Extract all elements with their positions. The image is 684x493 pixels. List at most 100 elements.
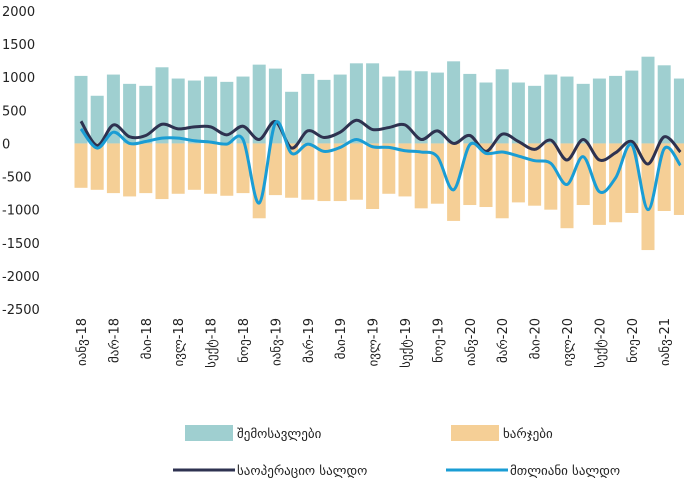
bar	[317, 79, 331, 144]
legend-swatch	[185, 425, 233, 441]
bar	[349, 143, 363, 200]
x-tick-label: სექტ-20	[593, 318, 608, 368]
bar	[317, 143, 331, 202]
y-tick-label: -2000	[2, 270, 40, 285]
bar	[544, 143, 558, 210]
y-tick-label: 500	[2, 104, 27, 119]
bar	[382, 76, 396, 144]
bar	[285, 143, 299, 198]
bar	[285, 91, 299, 144]
bar	[495, 69, 509, 144]
bar	[673, 78, 684, 144]
bar	[106, 143, 120, 194]
x-tick-label: ნოე-18	[237, 318, 252, 363]
bar	[673, 143, 684, 215]
bar	[90, 143, 104, 190]
bar	[236, 76, 250, 144]
bar	[220, 81, 234, 144]
bar	[576, 83, 590, 144]
bar	[609, 143, 623, 223]
bar	[657, 143, 671, 211]
bar	[268, 68, 282, 144]
line	[79, 120, 682, 212]
bar	[74, 143, 88, 188]
bar	[463, 143, 477, 206]
bar	[139, 143, 153, 194]
bar	[187, 143, 201, 190]
x-tick-label: სექტ-18	[205, 318, 220, 368]
x-tick-label: იანვ-20	[464, 318, 479, 366]
bar	[641, 143, 655, 251]
bar	[398, 70, 412, 144]
x-tick-label: მარ-20	[496, 318, 511, 363]
bar	[171, 143, 185, 194]
bar	[414, 143, 428, 209]
bar	[349, 63, 363, 144]
bar	[511, 143, 525, 203]
bar	[511, 82, 525, 144]
bar	[641, 56, 655, 144]
bar	[220, 143, 234, 196]
legend-label: მთლიანი სალდო	[510, 464, 620, 479]
x-tick-label: მაი-18	[140, 318, 155, 359]
x-tick-label: მაი-19	[334, 318, 349, 359]
bar	[268, 143, 282, 196]
bar	[479, 82, 493, 144]
x-tick-label: ნოე-20	[626, 318, 641, 363]
bar	[204, 76, 218, 144]
bar	[479, 143, 493, 208]
bar	[187, 80, 201, 144]
bar	[447, 61, 461, 144]
bar	[90, 95, 104, 144]
bar	[123, 83, 137, 144]
bar	[463, 73, 477, 144]
y-tick-label: 2000	[2, 5, 35, 20]
x-tick-label: მარ-18	[107, 318, 122, 363]
x-tick-label: იანვ-18	[75, 318, 90, 366]
bar	[398, 143, 412, 197]
bar	[544, 74, 558, 144]
bar	[592, 143, 606, 225]
bar	[528, 143, 542, 206]
legend-swatch	[451, 425, 499, 441]
bar	[447, 143, 461, 221]
bar	[576, 143, 590, 206]
bar	[414, 71, 428, 144]
legend-label: საოპერაციო სალდო	[237, 464, 367, 479]
line	[79, 118, 682, 166]
legend-label: შემოსავლები	[237, 427, 322, 442]
y-tick-label: 1000	[2, 71, 35, 86]
x-tick-label: მარ-19	[302, 318, 317, 363]
bar	[155, 143, 169, 200]
y-tick-label: -1500	[2, 237, 40, 252]
bar	[333, 74, 347, 144]
bar	[430, 72, 444, 144]
bar	[301, 143, 315, 200]
bar	[333, 143, 347, 202]
x-tick-label: იანვ-21	[658, 318, 673, 366]
bar	[252, 64, 266, 144]
x-tick-label: ივლ-19	[367, 318, 382, 366]
bar	[139, 85, 153, 144]
bar	[123, 143, 137, 197]
x-tick-label: ნოე-19	[431, 318, 446, 363]
x-tick-label: მაი-20	[529, 318, 544, 359]
y-tick-label: 0	[2, 137, 10, 152]
bar	[204, 143, 218, 194]
bar	[366, 143, 380, 210]
y-tick-label: -1000	[2, 204, 40, 219]
bar	[155, 67, 169, 144]
bar	[657, 65, 671, 144]
bar	[625, 70, 639, 144]
x-tick-label: ივლ-18	[172, 318, 187, 366]
bar	[609, 75, 623, 144]
x-tick-label: ივლ-20	[561, 318, 576, 366]
bar	[301, 73, 315, 144]
bar	[495, 143, 509, 219]
legend-label: ხარჯები	[503, 427, 553, 442]
bar	[171, 78, 185, 144]
bar	[560, 76, 574, 144]
y-tick-label: -500	[2, 171, 32, 186]
x-tick-label: სექტ-19	[399, 318, 414, 368]
